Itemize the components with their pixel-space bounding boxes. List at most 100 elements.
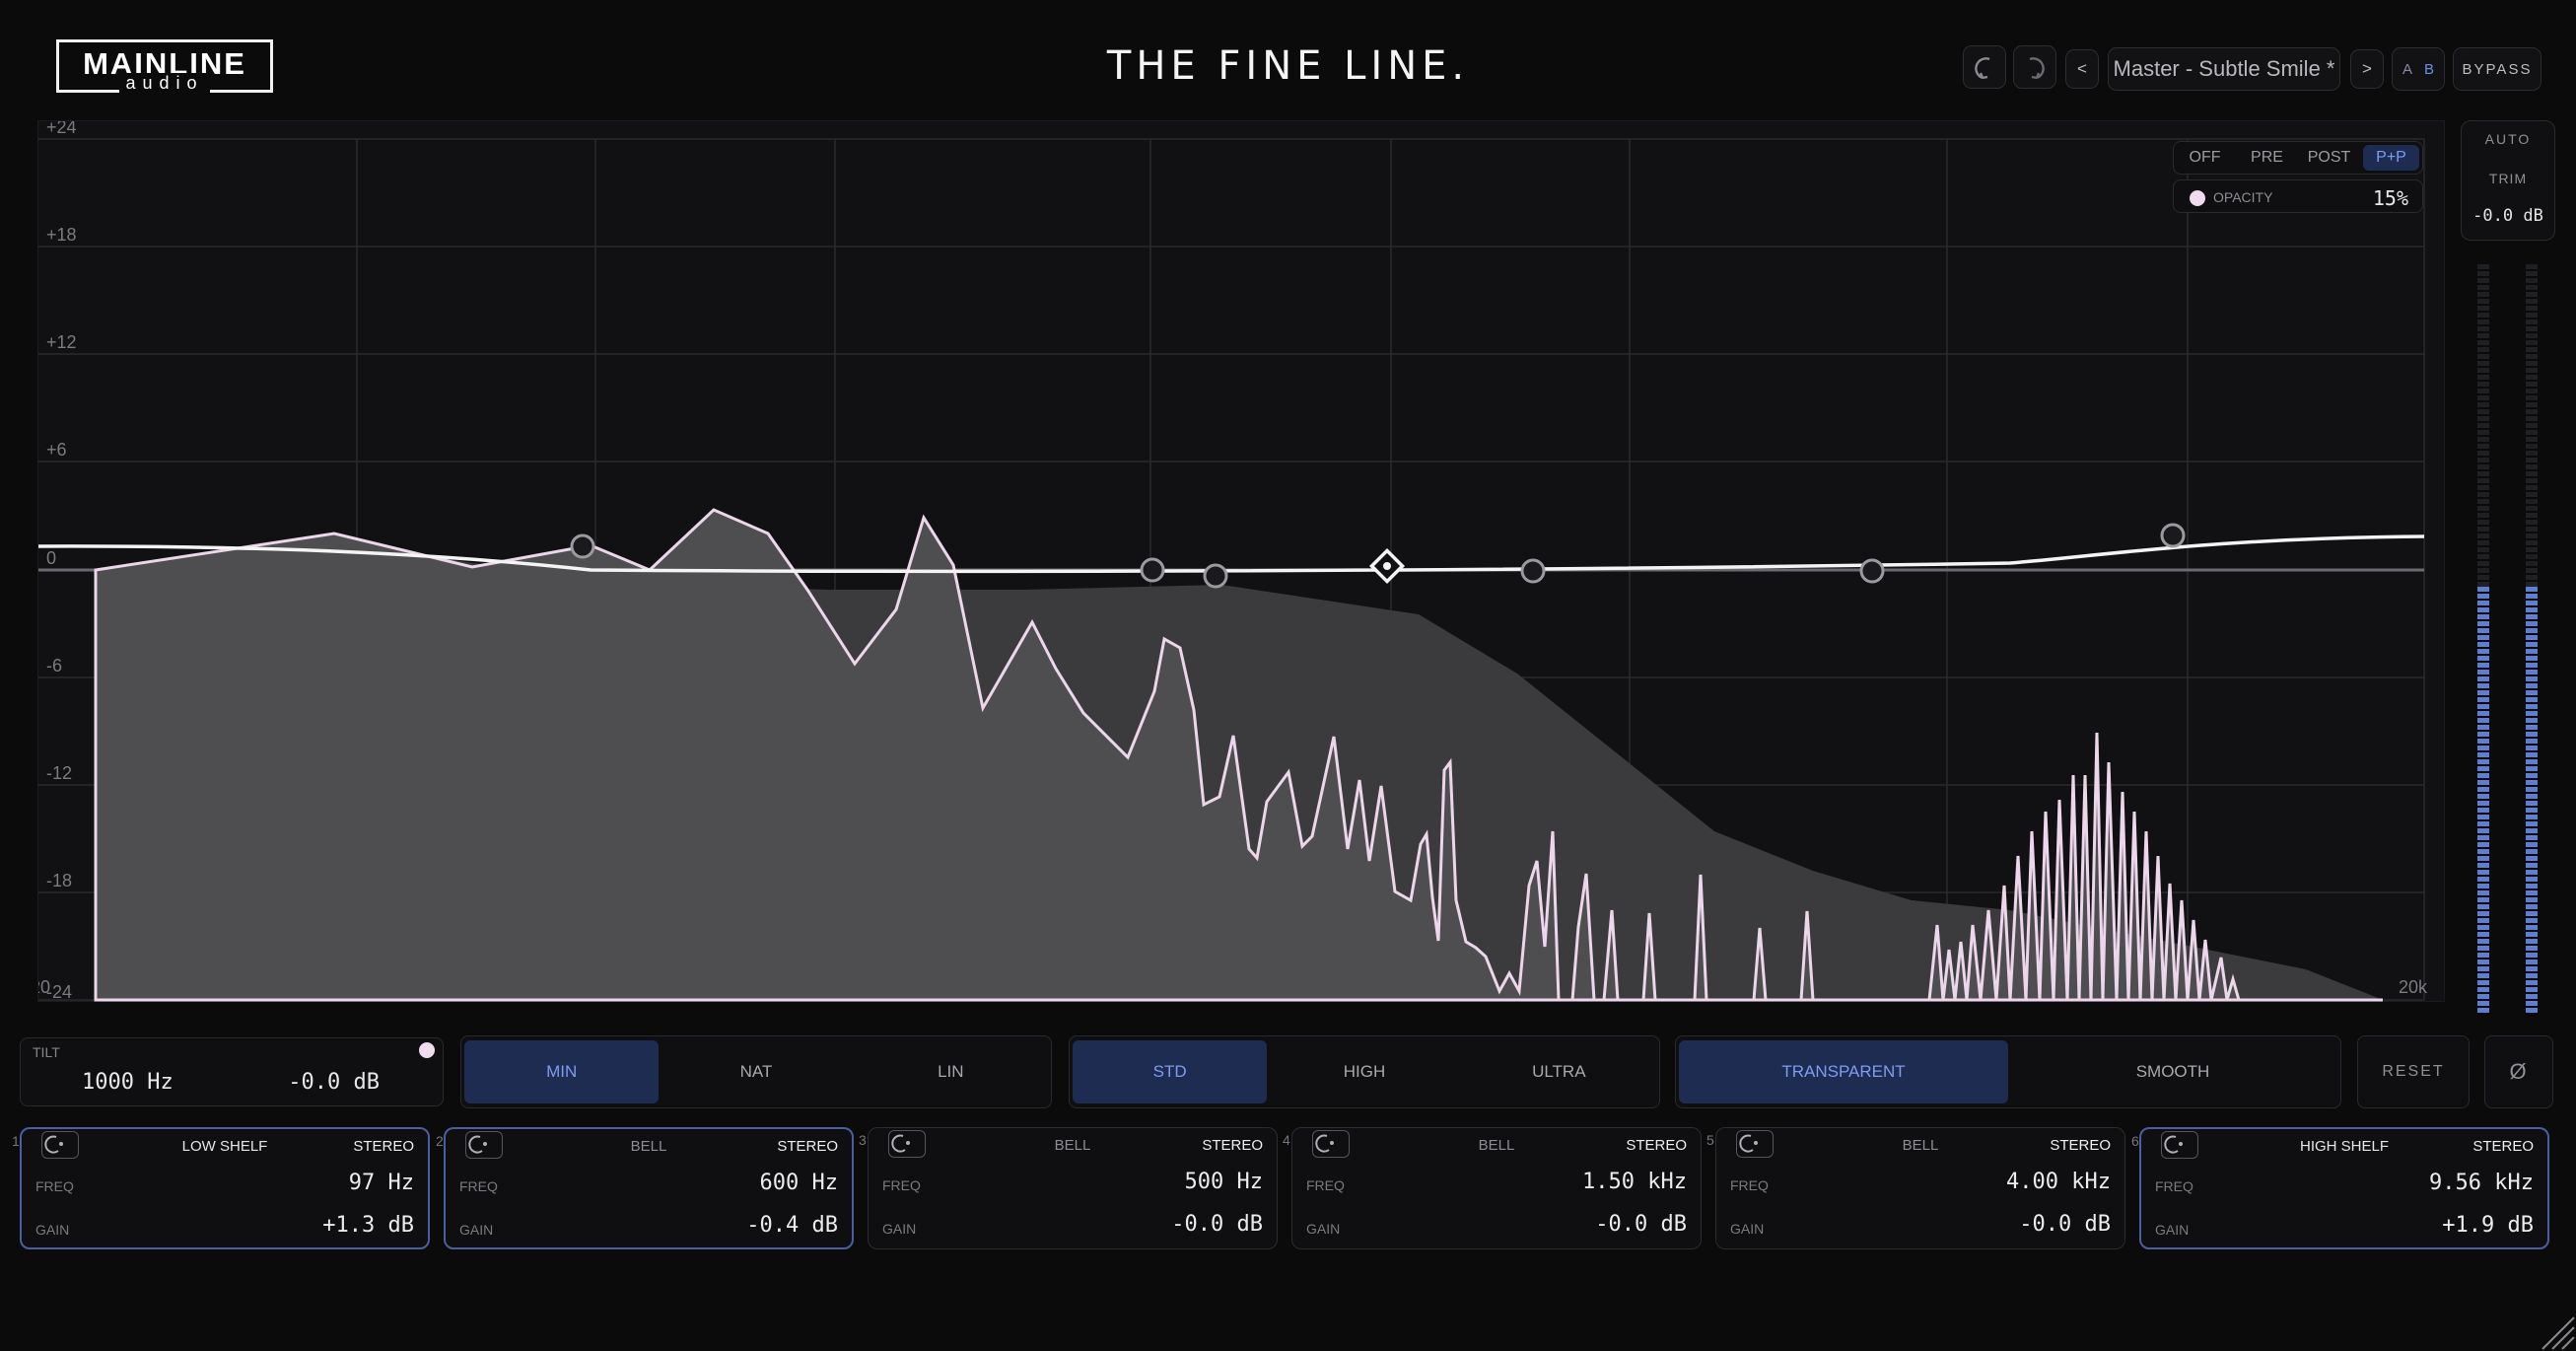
analyzer-mode-off[interactable]: OFF — [2189, 149, 2221, 166]
band-card-3[interactable]: 3 BELL STEREO FREQ 500 Hz GAIN -0.0 dB — [859, 1127, 1278, 1249]
band-channel-selector[interactable]: STEREO — [353, 1138, 414, 1155]
analyzer-opacity-control[interactable]: OPACITY 15% — [2173, 179, 2423, 213]
phase-nat-button[interactable]: NAT — [739, 1062, 773, 1081]
analyzer-mode-post[interactable]: POST — [2307, 149, 2351, 166]
band-2-node — [1203, 563, 1228, 589]
band-channel-selector[interactable]: STEREO — [1626, 1137, 1687, 1154]
trim-value[interactable]: -0.0 dB — [2472, 206, 2543, 226]
db-label: 0 — [46, 548, 56, 568]
ab-compare-toggle[interactable]: A B — [2392, 47, 2445, 91]
band-enable-icon[interactable] — [2161, 1131, 2198, 1159]
tilt-gain-value[interactable]: -0.0 dB — [288, 1070, 380, 1095]
bypass-button[interactable]: BYPASS — [2453, 47, 2541, 91]
band-channel-selector[interactable]: STEREO — [777, 1138, 838, 1155]
band-gain-label: GAIN — [2155, 1222, 2190, 1238]
band-channel-selector[interactable]: STEREO — [2050, 1137, 2111, 1154]
reset-button[interactable]: RESET — [2357, 1035, 2470, 1108]
band-1-node — [570, 533, 595, 559]
band-gain-label: GAIN — [1730, 1221, 1765, 1237]
band-gain-value[interactable]: +1.3 dB — [322, 1213, 414, 1238]
band-enable-icon[interactable] — [1312, 1130, 1350, 1158]
db-label: -6 — [46, 656, 62, 676]
band-enable-icon[interactable] — [465, 1131, 503, 1159]
db-label: +12 — [46, 332, 77, 352]
analyzer-mode-ppp[interactable]: P+P — [2363, 145, 2419, 171]
post-spectrum-area — [94, 508, 2383, 1002]
db-label: +6 — [46, 440, 67, 460]
band-type-selector[interactable]: BELL — [1478, 1137, 1515, 1154]
quality-high-button[interactable]: HIGH — [1343, 1062, 1386, 1081]
quality-std-button[interactable]: STD — [1073, 1040, 1268, 1103]
band-gain-value[interactable]: -0.0 dB — [1171, 1212, 1263, 1237]
band-type-selector[interactable]: HIGH SHELF — [2299, 1138, 2389, 1155]
character-selector: TRANSPARENT SMOOTH — [1675, 1035, 2341, 1108]
band-freq-value[interactable]: 1.50 kHz — [1582, 1170, 1687, 1194]
quality-ultra-button[interactable]: ULTRA — [1532, 1062, 1586, 1081]
phase-mode-selector: MIN NAT LIN — [460, 1035, 1052, 1108]
undo-icon — [1975, 57, 1990, 80]
resize-handle-icon[interactable] — [2537, 1312, 2576, 1351]
analyzer-mode-pre[interactable]: PRE — [2251, 149, 2283, 166]
band-channel-selector[interactable]: STEREO — [1202, 1137, 1263, 1154]
band-type-selector[interactable]: BELL — [630, 1138, 667, 1155]
band-card-6[interactable]: 6 HIGH SHELF STEREO FREQ 9.56 kHz GAIN +1.9 dB — [2131, 1127, 2549, 1249]
band-channel-selector[interactable]: STEREO — [2472, 1138, 2534, 1155]
phase-lin-button[interactable]: LIN — [938, 1062, 964, 1081]
ab-b-label: B — [2424, 60, 2435, 78]
band-gain-value[interactable]: -0.4 dB — [746, 1213, 838, 1238]
phase-invert-button[interactable]: Ø — [2484, 1035, 2553, 1108]
db-label: -24 — [46, 982, 72, 1002]
db-label: +24 — [46, 121, 77, 137]
band-3-node — [1140, 557, 1165, 583]
band-freq-label: FREQ — [1306, 1177, 1345, 1193]
band-card-2[interactable]: 2 BELL STEREO FREQ 600 Hz GAIN -0.4 dB — [436, 1127, 854, 1249]
prev-preset-button[interactable]: < — [2065, 49, 2099, 89]
band-gain-label: GAIN — [882, 1221, 917, 1237]
band-card-1[interactable]: 1 LOW SHELF STEREO FREQ 97 Hz GAIN +1.3 dB — [12, 1127, 430, 1249]
tilt-freq-value[interactable]: 1000 Hz — [82, 1070, 174, 1095]
output-meter-right — [2526, 264, 2538, 1014]
eq-graph[interactable]: +24+18+12+60-6-12-18-24 20501002005001k2… — [37, 120, 2445, 1002]
auto-gain-button[interactable]: AUTO — [2484, 131, 2532, 147]
phase-min-button[interactable]: MIN — [464, 1040, 660, 1103]
band-freq-value[interactable]: 600 Hz — [759, 1171, 838, 1195]
band-gain-value[interactable]: +1.9 dB — [2442, 1213, 2534, 1238]
band-type-selector[interactable]: LOW SHELF — [181, 1138, 268, 1155]
character-transparent-button[interactable]: TRANSPARENT — [1679, 1040, 2008, 1103]
undo-button[interactable] — [1963, 45, 2006, 89]
output-meter-left — [2477, 264, 2489, 1014]
eq-graph-canvas[interactable]: +24+18+12+60-6-12-18-24 20501002005001k2… — [38, 121, 2446, 1003]
band-type-selector[interactable]: BELL — [1054, 1137, 1091, 1154]
band-freq-value[interactable]: 4.00 kHz — [2006, 1170, 2111, 1194]
band-freq-value[interactable]: 97 Hz — [348, 1171, 414, 1195]
tilt-color-dot[interactable] — [419, 1042, 435, 1058]
band-freq-value[interactable]: 500 Hz — [1184, 1170, 1263, 1194]
band-type-selector[interactable]: BELL — [1902, 1137, 1939, 1154]
band-enable-icon[interactable] — [888, 1130, 926, 1158]
opacity-value[interactable]: 15% — [2372, 186, 2408, 210]
trim-panel: AUTO TRIM -0.0 dB — [2461, 120, 2555, 241]
band-number: 3 — [859, 1132, 867, 1148]
opacity-label: OPACITY — [2213, 189, 2273, 205]
tilt-node — [1368, 547, 1406, 585]
band-number: 6 — [2131, 1133, 2139, 1149]
next-preset-button[interactable]: > — [2350, 49, 2384, 89]
band-gain-value[interactable]: -0.0 dB — [1595, 1212, 1687, 1237]
db-label: +18 — [46, 225, 77, 245]
character-smooth-button[interactable]: SMOOTH — [2135, 1062, 2210, 1081]
db-label: -12 — [46, 763, 72, 783]
freq-label: 20 — [38, 977, 50, 997]
db-axis-labels: +24 +18 +12 +6 0 -6 -12 -18 -24 — [46, 121, 77, 1002]
band-card-4[interactable]: 4 BELL STEREO FREQ 1.50 kHz GAIN -0.0 dB — [1283, 1127, 1702, 1249]
band-freq-value[interactable]: 9.56 kHz — [2429, 1171, 2534, 1195]
redo-button[interactable] — [2013, 45, 2056, 89]
band-nodes — [570, 523, 2186, 589]
band-gain-value[interactable]: -0.0 dB — [2019, 1212, 2111, 1237]
opacity-color-dot[interactable] — [2190, 190, 2205, 206]
tilt-panel[interactable]: TILT 1000 Hz -0.0 dB — [20, 1037, 444, 1106]
band-card-5[interactable]: 5 BELL STEREO FREQ 4.00 kHz GAIN -0.0 dB — [1706, 1127, 2125, 1249]
preset-selector[interactable]: Master - Subtle Smile * — [2108, 47, 2340, 91]
band-enable-icon[interactable] — [41, 1131, 79, 1159]
band-enable-icon[interactable] — [1736, 1130, 1774, 1158]
band-gain-label: GAIN — [35, 1222, 70, 1238]
